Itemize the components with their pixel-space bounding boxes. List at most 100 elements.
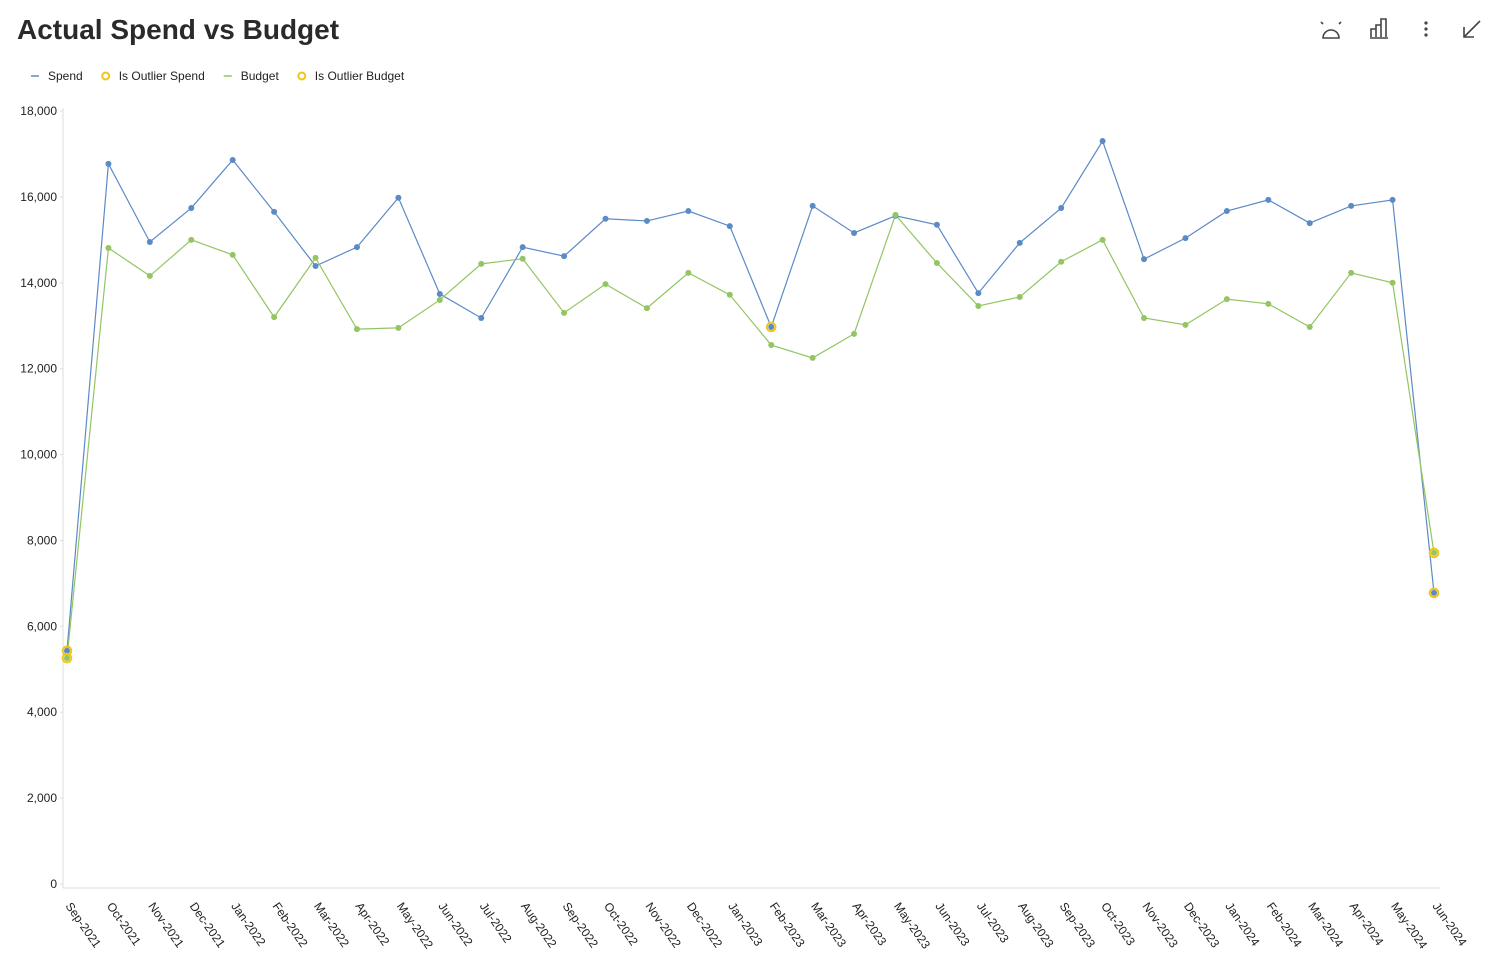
data-point	[726, 291, 733, 298]
x-tick-label: Nov-2022	[642, 900, 683, 951]
data-point	[1306, 324, 1313, 331]
data-point	[1431, 549, 1437, 556]
y-tick-label: 8,000	[27, 533, 57, 547]
x-tick-label: Apr-2024	[1347, 900, 1387, 949]
x-tick-label: Oct-2021	[104, 900, 144, 949]
data-point	[146, 272, 153, 279]
legend-swatch	[101, 71, 111, 81]
data-point	[1223, 208, 1230, 215]
x-tick-label: Mar-2024	[1305, 900, 1346, 950]
data-point	[975, 302, 982, 309]
data-point	[1389, 279, 1396, 286]
y-tick-label: 18,000	[20, 104, 57, 118]
data-point	[1058, 258, 1065, 265]
data-point	[643, 305, 650, 312]
data-point	[1431, 589, 1437, 596]
data-point	[726, 223, 733, 230]
y-tick-label: 0	[50, 877, 57, 891]
x-tick-label: Feb-2024	[1264, 900, 1305, 950]
y-tick-label: 12,000	[20, 362, 57, 376]
more-button[interactable]	[1424, 21, 1428, 37]
x-tick-label: Nov-2021	[145, 900, 186, 951]
x-tick-label: Mar-2022	[311, 900, 352, 950]
data-point	[1348, 202, 1355, 209]
data-point	[933, 221, 940, 228]
data-point	[1389, 196, 1396, 203]
data-point	[271, 314, 278, 321]
x-tick-label: Jul-2022	[477, 900, 515, 946]
data-point	[685, 269, 692, 276]
x-tick-label: Dec-2022	[684, 900, 725, 951]
data-point	[809, 202, 816, 209]
data-point	[146, 238, 153, 245]
data-point	[1141, 314, 1148, 321]
data-point	[602, 215, 609, 222]
x-tick-label: Jun-2024	[1430, 900, 1470, 949]
x-tick-label: Aug-2023	[1015, 900, 1057, 951]
data-point	[229, 251, 236, 258]
data-point	[519, 244, 526, 251]
data-point	[851, 229, 858, 236]
x-tick-label: Jun-2023	[932, 900, 972, 949]
data-point	[933, 260, 940, 267]
chart-type-button[interactable]	[1370, 18, 1388, 39]
minimize-button[interactable]	[1463, 20, 1481, 38]
data-point	[478, 260, 485, 267]
y-tick-label: 6,000	[27, 619, 57, 633]
data-point	[768, 342, 775, 349]
data-point	[1182, 235, 1189, 242]
data-point	[312, 263, 319, 270]
legend-label: Budget	[241, 69, 280, 83]
insights-button[interactable]	[1320, 21, 1342, 39]
x-tick-label: May-2023	[891, 900, 933, 952]
data-point	[271, 208, 278, 215]
data-point	[602, 281, 609, 288]
data-point	[1016, 239, 1023, 246]
data-point	[436, 290, 443, 297]
x-tick-label: Jan-2024	[1222, 900, 1262, 949]
x-tick-label: Feb-2023	[767, 900, 808, 950]
data-point	[1348, 269, 1355, 276]
x-tick-label: Mar-2023	[808, 900, 849, 950]
x-tick-label: Aug-2022	[518, 900, 560, 951]
x-tick-label: Apr-2022	[353, 900, 393, 949]
data-point	[229, 156, 236, 163]
data-point	[105, 160, 112, 167]
legend-item: Budget	[223, 69, 280, 83]
outlier-point	[765, 321, 777, 333]
x-tick-label: May-2022	[394, 900, 436, 952]
x-tick-label: May-2024	[1388, 900, 1430, 952]
data-point	[892, 211, 899, 218]
data-point	[395, 194, 402, 201]
x-tick-label: Dec-2021	[187, 900, 228, 951]
data-point	[685, 208, 692, 215]
data-point	[312, 254, 319, 261]
x-tick-label: Oct-2022	[601, 900, 641, 949]
x-tick-label: Sep-2021	[63, 900, 105, 951]
data-point	[1099, 236, 1106, 243]
data-point	[1265, 196, 1272, 203]
data-point	[188, 205, 195, 212]
data-point	[188, 236, 195, 243]
x-tick-label: Nov-2023	[1140, 900, 1181, 951]
legend-item: Is Outlier Spend	[101, 69, 205, 83]
series-line	[66, 139, 1435, 651]
data-point	[1223, 296, 1230, 303]
legend-item: Is Outlier Budget	[297, 69, 405, 83]
y-tick-label: 4,000	[27, 705, 57, 719]
x-tick-label: Jan-2023	[725, 900, 765, 949]
x-tick-label: Feb-2022	[270, 900, 311, 950]
legend-item: Spend	[31, 69, 83, 83]
data-point	[1265, 300, 1272, 307]
data-point	[851, 330, 858, 337]
x-tick-label: Sep-2022	[560, 900, 602, 951]
data-point	[561, 253, 568, 260]
legend-label: Is Outlier Budget	[315, 69, 405, 83]
x-tick-label: Oct-2023	[1098, 900, 1138, 949]
legend-label: Is Outlier Spend	[119, 69, 205, 83]
legend-swatch	[297, 71, 307, 81]
data-point	[105, 244, 112, 251]
legend-label: Spend	[48, 69, 83, 83]
data-point	[809, 354, 816, 361]
